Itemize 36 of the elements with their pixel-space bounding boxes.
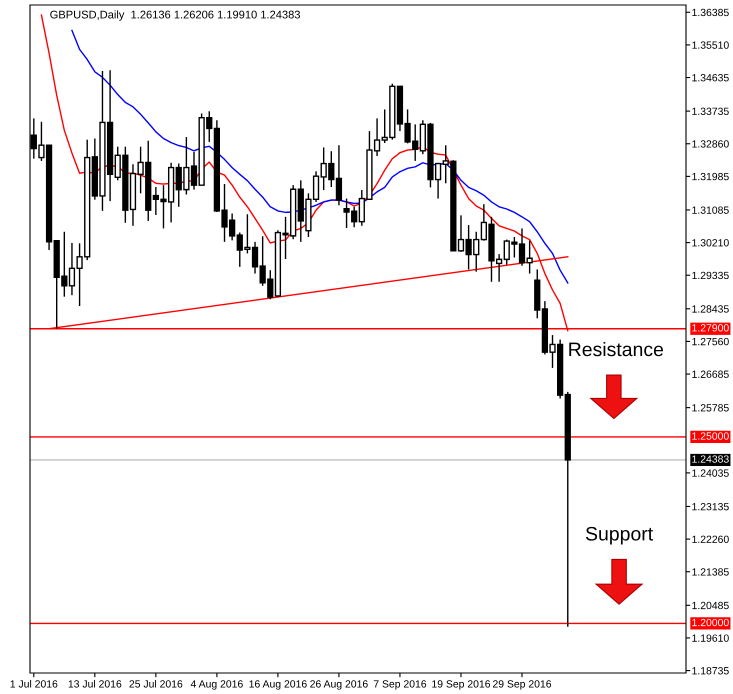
ref-line-label: 1.27900 (692, 324, 729, 332)
y-tick-label: 1.28435 (692, 305, 729, 313)
y-tick-label: 1.27560 (692, 338, 729, 346)
y-tick-label: 1.23135 (692, 502, 729, 510)
ref-line-label: 1.25000 (692, 432, 729, 440)
x-tick-label: 25 Jul 2016 (129, 680, 182, 688)
y-tick-label: 1.26685 (692, 370, 729, 378)
x-tick-label: 29 Sep 2016 (492, 680, 552, 690)
chart-title: GBPUSD,Daily 1.26136 1.26206 1.19910 1.24383 (50, 10, 300, 21)
y-tick-label: 1.24035 (692, 469, 729, 477)
y-tick-label: 1.32860 (692, 140, 729, 148)
x-tick-label: 1 Jul 2016 (10, 680, 58, 688)
y-tick-label: 1.19610 (692, 634, 729, 642)
y-tick-label: 1.34635 (692, 74, 729, 82)
y-tick-label: 1.20485 (692, 602, 729, 610)
x-tick-label: 7 Sep 2016 (374, 680, 426, 690)
y-tick-label: 1.30210 (692, 239, 729, 246)
annotation: Resistance (569, 342, 664, 356)
x-tick-label: 16 Aug 2016 (249, 680, 307, 690)
x-tick-label: 26 Aug 2016 (310, 680, 368, 690)
y-tick-label: 1.22260 (692, 536, 729, 543)
ref-line-label: 1.24383 (692, 455, 729, 463)
y-tick-label: 1.25785 (692, 404, 729, 412)
text: Support (586, 526, 653, 544)
y-tick-label: 1.31985 (692, 172, 729, 180)
y-tick-label: 1.36385 (692, 8, 729, 16)
y-tick-label: 1.29335 (692, 272, 729, 280)
ref-line-label: 1.20000 (692, 618, 729, 626)
x-tick-label: 4 Aug 2016 (190, 680, 243, 690)
y-tick-label: 1.18735 (692, 667, 729, 674)
x-tick-label: 13 Jul 2016 (68, 680, 122, 688)
y-tick-label: 1.31085 (692, 206, 729, 214)
y-tick-label: 1.21385 (692, 568, 729, 576)
x-tick-label: 19 Sep 2016 (432, 680, 490, 690)
y-tick-label: 1.33735 (692, 108, 729, 115)
y-tick-label: 1.35510 (692, 41, 729, 49)
